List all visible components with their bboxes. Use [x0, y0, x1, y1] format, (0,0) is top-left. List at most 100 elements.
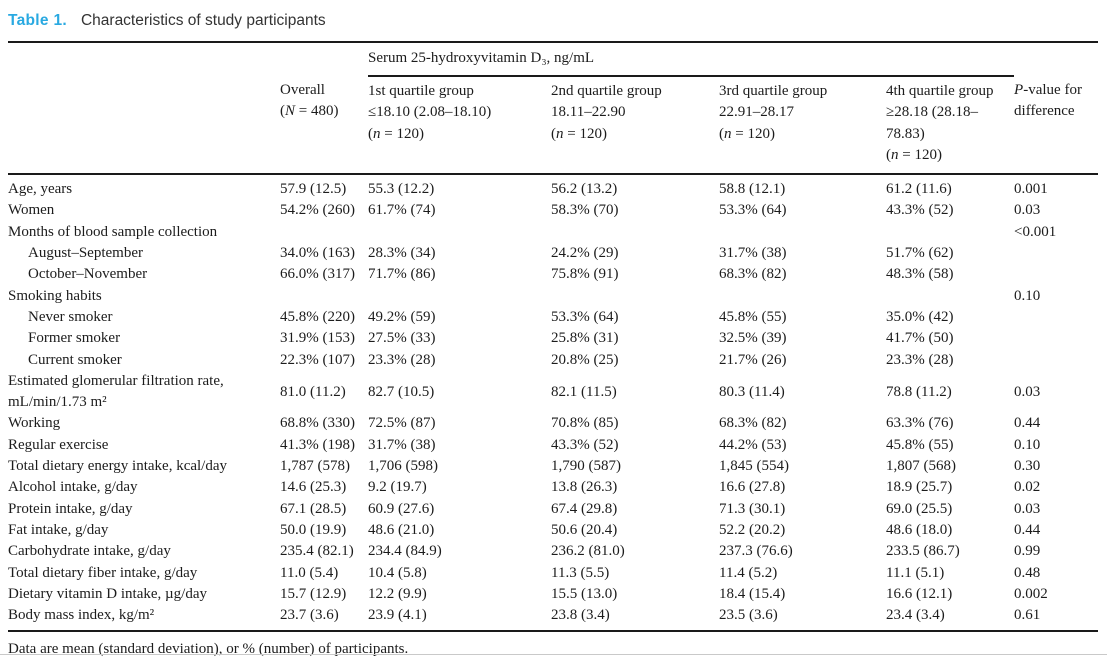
- row-label: Protein intake, g/day: [8, 500, 133, 517]
- spanner-row: Serum 25-hydroxyvitamin D₃, ng/mL: [8, 42, 1098, 77]
- table-row: Estimated glomerular filtration rate, mL…: [8, 371, 1098, 414]
- cell-q4: 41.7% (50): [886, 330, 954, 347]
- table-row: Alcohol intake, g/day 14.6 (25.3) 9.2 (1…: [8, 477, 1098, 498]
- column-header-q3: 3rd quartile group 22.91–28.17 (n = 120): [719, 76, 886, 174]
- cell-q4: 78.8 (11.2): [886, 383, 952, 400]
- cell-q1: [368, 286, 551, 307]
- cell-overall: 57.9 (12.5): [280, 181, 347, 198]
- cell-q4: 45.8% (55): [886, 436, 954, 453]
- row-label: Carbohydrate intake, g/day: [8, 543, 171, 560]
- row-label: Regular exercise: [8, 436, 109, 453]
- table-row: Dietary vitamin D intake, µg/day 15.7 (1…: [8, 584, 1098, 605]
- table-caption: Table 1. Characteristics of study partici…: [8, 12, 1098, 30]
- cell-q3: 32.5% (39): [719, 330, 787, 347]
- cell-q1: 49.2% (59): [368, 308, 436, 325]
- cell-q2: 75.8% (91): [551, 266, 619, 283]
- cell-q4: [886, 222, 1014, 243]
- cell-q3: 68.3% (82): [719, 415, 787, 432]
- cell-overall: 1,787 (578): [280, 458, 350, 475]
- table-row: Months of blood sample collection <0.001: [8, 222, 1098, 243]
- cell-pvalue: 0.002: [1014, 585, 1048, 602]
- row-label: Current smoker: [28, 351, 122, 368]
- cell-q3: 53.3% (64): [719, 202, 787, 219]
- cell-q3: 18.4 (15.4): [719, 585, 786, 602]
- cell-q2: 82.1 (11.5): [551, 383, 617, 400]
- page-bottom-rule: [0, 654, 1107, 655]
- cell-pvalue: [1014, 307, 1098, 328]
- cell-q2: 20.8% (25): [551, 351, 619, 368]
- row-label: Estimated glomerular filtration rate, mL…: [8, 372, 224, 411]
- cell-q3: [719, 222, 886, 243]
- cell-q4: 1,807 (568): [886, 458, 956, 475]
- table-row: August–September 34.0% (163) 28.3% (34) …: [8, 243, 1098, 264]
- table-row: October–November 66.0% (317) 71.7% (86) …: [8, 264, 1098, 285]
- row-label: Dietary vitamin D intake, µg/day: [8, 585, 208, 602]
- cell-q4: 16.6 (12.1): [886, 585, 953, 602]
- cell-q3: 11.4 (5.2): [719, 564, 778, 581]
- cell-pvalue: 0.30: [1014, 458, 1041, 475]
- cell-pvalue: 0.44: [1014, 521, 1041, 538]
- cell-q2: 43.3% (52): [551, 436, 619, 453]
- cell-q3: [719, 286, 886, 307]
- cell-q2: 13.8 (26.3): [551, 479, 618, 496]
- q3-header-range: 22.91–28.17: [719, 104, 794, 121]
- table-row: Carbohydrate intake, g/day 235.4 (82.1) …: [8, 541, 1098, 562]
- cell-pvalue: 0.03: [1014, 500, 1041, 517]
- row-label: Body mass index, kg/m²: [8, 607, 155, 624]
- cell-q1: 31.7% (38): [368, 436, 436, 453]
- cell-overall: 34.0% (163): [280, 245, 355, 262]
- table-row: Current smoker 22.3% (107) 23.3% (28) 20…: [8, 350, 1098, 371]
- cell-pvalue: [1014, 350, 1098, 371]
- cell-q4: 35.0% (42): [886, 308, 954, 325]
- cell-overall: 81.0 (11.2): [280, 383, 346, 400]
- cell-overall: 22.3% (107): [280, 351, 355, 368]
- q2-header-range: 18.11–22.90: [551, 104, 626, 121]
- row-label: Fat intake, g/day: [8, 521, 109, 538]
- cell-overall: [280, 222, 368, 243]
- cell-pvalue: [1014, 243, 1098, 264]
- cell-q3: 68.3% (82): [719, 266, 787, 283]
- cell-q4: 69.0 (25.5): [886, 500, 953, 517]
- cell-overall: 68.8% (330): [280, 415, 355, 432]
- cell-q1: 234.4 (84.9): [368, 543, 442, 560]
- table-row: Age, years 57.9 (12.5) 55.3 (12.2) 56.2 …: [8, 174, 1098, 200]
- header-empty-label-cell: [8, 76, 280, 174]
- footnote-data-description: Data are mean (standard deviation), or %…: [8, 641, 409, 657]
- header-row: Overall (N = 480) 1st quartile group ≤18…: [8, 76, 1098, 174]
- row-label: August–September: [28, 245, 143, 262]
- cell-q2: 58.3% (70): [551, 202, 619, 219]
- spanner-empty-pvalue-cell: [1014, 42, 1098, 76]
- table-row: Never smoker 45.8% (220) 49.2% (59) 53.3…: [8, 307, 1098, 328]
- cell-pvalue: 0.03: [1014, 383, 1041, 400]
- cell-q2: 56.2 (13.2): [551, 181, 618, 198]
- cell-q4: 23.3% (28): [886, 351, 954, 368]
- cell-overall: 23.7 (3.6): [280, 607, 339, 624]
- cell-q1: 12.2 (9.9): [368, 585, 427, 602]
- cell-q1: 82.7 (10.5): [368, 383, 435, 400]
- table-row: Protein intake, g/day 67.1 (28.5) 60.9 (…: [8, 499, 1098, 520]
- cell-q2: 236.2 (81.0): [551, 543, 625, 560]
- cell-q1: 27.5% (33): [368, 330, 436, 347]
- cell-pvalue: 0.001: [1014, 181, 1048, 198]
- cell-q3: 23.5 (3.6): [719, 607, 778, 624]
- q3-header-line1: 3rd quartile group: [719, 83, 828, 99]
- q4-header-range: ≥28.18 (28.18–78.83): [886, 104, 978, 142]
- q4-header-n: (n = 120): [886, 146, 942, 163]
- row-label: Alcohol intake, g/day: [8, 479, 138, 496]
- cell-pvalue: <0.001: [1014, 223, 1057, 240]
- row-label: Smoking habits: [8, 287, 102, 304]
- cell-pvalue: 0.44: [1014, 415, 1041, 432]
- cell-pvalue: 0.99: [1014, 543, 1041, 560]
- cell-overall: 67.1 (28.5): [280, 500, 347, 517]
- cell-pvalue: 0.10: [1014, 436, 1041, 453]
- cell-q1: 71.7% (86): [368, 266, 436, 283]
- cell-q3: 31.7% (38): [719, 245, 787, 262]
- q4-header-line1: 4th quartile group: [886, 83, 994, 99]
- cell-q2: [551, 222, 719, 243]
- pvalue-header-line1: P-value for: [1014, 82, 1082, 98]
- cell-overall: 41.3% (198): [280, 436, 355, 453]
- cell-q3: 44.2% (53): [719, 436, 787, 453]
- cell-pvalue: 0.03: [1014, 202, 1041, 219]
- table-caption-label: Table 1.: [8, 12, 67, 29]
- row-label: Working: [8, 415, 61, 432]
